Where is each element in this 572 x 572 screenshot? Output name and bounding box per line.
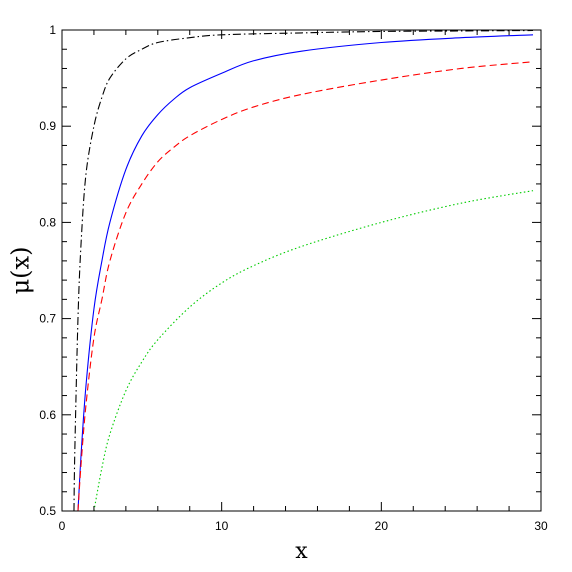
x-axis-label: x <box>295 539 308 564</box>
series-line-4-dotted <box>93 190 534 511</box>
y-axis-label: μ(x) <box>7 247 35 295</box>
x-tick-label: 20 <box>375 519 389 533</box>
x-tick-label: 30 <box>534 519 548 533</box>
y-tick-label: 0.5 <box>39 504 56 518</box>
y-tick-label: 0.7 <box>39 312 56 326</box>
x-tick-label: 0 <box>59 519 66 533</box>
y-tick-label: 1 <box>49 23 56 37</box>
y-tick-label: 0.8 <box>39 215 56 229</box>
y-tick-label: 0.6 <box>39 408 56 422</box>
ticks-group: 0 10 20 30 0.5 0.6 0.7 0.8 0.9 1 <box>39 23 548 533</box>
series-line-1-dash-dot <box>73 30 534 511</box>
series-line-2-solid <box>77 34 534 511</box>
plot-frame <box>61 29 542 512</box>
curves-group <box>73 30 534 511</box>
series-line-3-dashed <box>77 61 534 511</box>
x-tick-label: 10 <box>215 519 229 533</box>
y-tick-label: 0.9 <box>39 119 56 133</box>
